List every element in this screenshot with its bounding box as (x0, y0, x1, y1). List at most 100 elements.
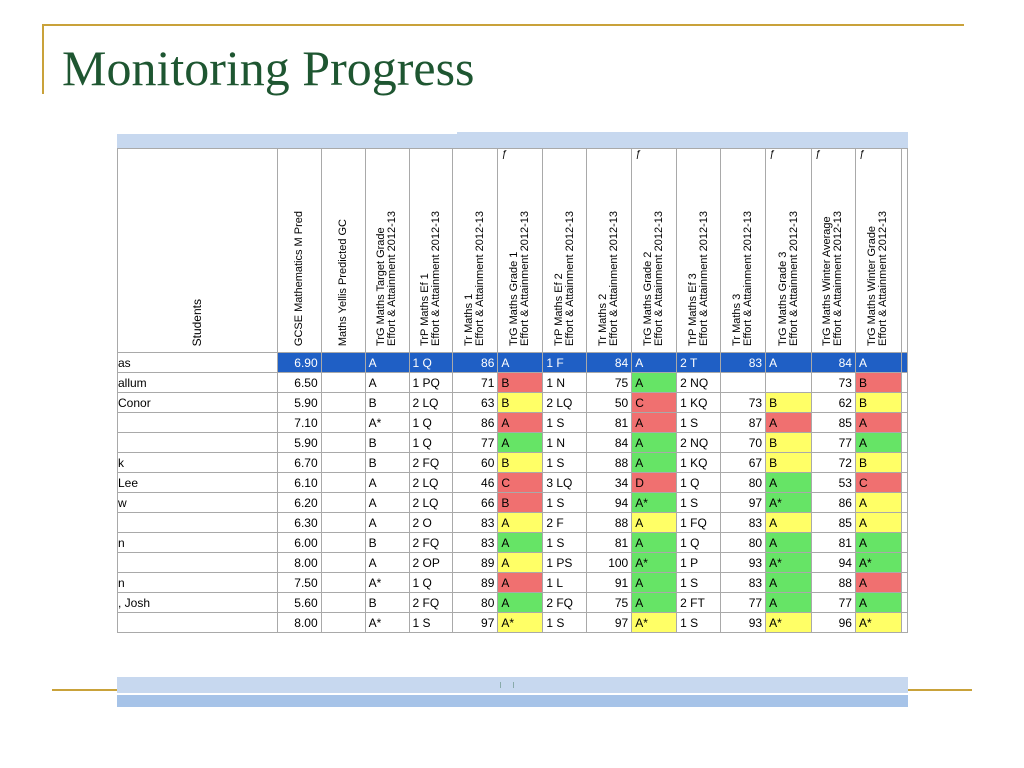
cell-wgrade[interactable]: A (854, 532, 902, 553)
cell-target[interactable]: B (364, 592, 410, 613)
cell-g2[interactable]: D (631, 472, 678, 493)
cell-m2[interactable]: 81 (586, 532, 633, 553)
cell-wgrade[interactable]: B (854, 392, 902, 413)
cell-ef2[interactable]: 2 LQ (542, 392, 588, 413)
cell-pred[interactable]: 6.50 (276, 372, 322, 393)
table-row[interactable]: as 6.90 A 1 Q 86 A 1 F 84 A 2 T 83 A 84 A (117, 352, 908, 373)
student-name-cell[interactable] (117, 412, 278, 433)
cell-target[interactable]: B (364, 432, 410, 453)
cell-ef1[interactable]: 2 LQ (408, 392, 454, 413)
cell-m3[interactable] (720, 372, 767, 393)
cell-yellis[interactable] (320, 532, 366, 553)
cell-ef2[interactable]: 2 F (542, 512, 588, 533)
cell-g3[interactable]: A (765, 472, 813, 493)
cell-g2[interactable]: A (631, 432, 678, 453)
cell-yellis[interactable] (320, 572, 366, 593)
cell-yellis[interactable] (320, 352, 366, 373)
cell-ef2[interactable]: 1 N (542, 432, 588, 453)
cell-target[interactable]: A (364, 492, 410, 513)
cell-pred[interactable]: 6.10 (276, 472, 322, 493)
horizontal-scrollbar[interactable] (117, 677, 908, 693)
cell-m2[interactable]: 50 (586, 392, 633, 413)
table-row[interactable]: n 7.50 A* 1 Q 89 A 1 L 91 A 1 S 83 A 88 A (117, 572, 908, 593)
cell-wgrade[interactable]: B (854, 372, 902, 393)
cell-pred[interactable]: 5.90 (276, 392, 322, 413)
cell-target[interactable]: B (364, 452, 410, 473)
cell-g3[interactable]: B (765, 432, 813, 453)
cell-m2[interactable]: 75 (586, 592, 633, 613)
table-row[interactable]: allum 6.50 A 1 PQ 71 B 1 N 75 A 2 NQ 73 B (117, 372, 908, 393)
cell-yellis[interactable] (320, 392, 366, 413)
cell-yellis[interactable] (320, 612, 366, 633)
cell-ef1[interactable]: 2 FQ (408, 452, 454, 473)
student-name-cell[interactable] (117, 612, 278, 633)
column-header[interactable]: Tr Maths 1 Effort & Attainment 2012-13 (452, 148, 499, 353)
cell-ef1[interactable]: 1 Q (408, 432, 454, 453)
cell-wavg[interactable]: 77 (811, 432, 856, 453)
cell-wgrade[interactable]: A* (854, 552, 902, 573)
cell-ef1[interactable]: 1 S (408, 612, 454, 633)
cell-ef3[interactable]: 2 NQ (676, 432, 722, 453)
cell-m1[interactable]: 86 (452, 412, 499, 433)
cell-pred[interactable]: 6.20 (276, 492, 322, 513)
cell-m3[interactable]: 83 (720, 572, 767, 593)
cell-wavg[interactable]: 81 (811, 532, 856, 553)
cell-yellis[interactable] (320, 492, 366, 513)
cell-wgrade[interactable]: A (854, 412, 902, 433)
cell-m2[interactable]: 88 (586, 452, 633, 473)
cell-g1[interactable]: A (497, 432, 544, 453)
table-row[interactable]: 8.00 A 2 OP 89 A 1 PS 100 A* 1 P 93 A* 94 A* (117, 552, 908, 573)
cell-g3[interactable]: A* (765, 492, 813, 513)
cell-ef2[interactable]: 2 FQ (542, 592, 588, 613)
cell-g3[interactable]: A (765, 592, 813, 613)
cell-ef1[interactable]: 2 FQ (408, 532, 454, 553)
column-header[interactable]: Tr Maths 3 Effort & Attainment 2012-13 (720, 148, 767, 353)
cell-m1[interactable]: 89 (452, 572, 499, 593)
cell-g3[interactable]: B (765, 452, 813, 473)
cell-g2[interactable]: A (631, 352, 678, 373)
cell-ef2[interactable]: 1 N (542, 372, 588, 393)
cell-ef2[interactable]: 1 S (542, 452, 588, 473)
cell-g1[interactable]: C (497, 472, 544, 493)
cell-target[interactable]: A (364, 512, 410, 533)
cell-target[interactable]: A* (364, 572, 410, 593)
table-row[interactable]: , Josh 5.60 B 2 FQ 80 A 2 FQ 75 A 2 FT 77 A 77 A (117, 592, 908, 613)
student-name-cell[interactable]: w (117, 492, 278, 513)
cell-m2[interactable]: 75 (586, 372, 633, 393)
student-name-cell[interactable]: allum (117, 372, 278, 393)
cell-pred[interactable]: 6.30 (276, 512, 322, 533)
cell-target[interactable]: A* (364, 412, 410, 433)
cell-m3[interactable]: 80 (720, 532, 767, 553)
column-header[interactable]: TrP Maths Ef 2 Effort & Attainment 2012-… (542, 148, 588, 353)
cell-ef2[interactable]: 1 F (542, 352, 588, 373)
student-name-cell[interactable]: k (117, 452, 278, 473)
cell-g3[interactable]: A (765, 512, 813, 533)
cell-g1[interactable]: A (497, 592, 544, 613)
cell-wavg[interactable]: 96 (811, 612, 856, 633)
cell-target[interactable]: B (364, 532, 410, 553)
cell-m2[interactable]: 84 (586, 352, 633, 373)
cell-g2[interactable]: A (631, 532, 678, 553)
cell-yellis[interactable] (320, 552, 366, 573)
student-name-cell[interactable] (117, 432, 278, 453)
table-row[interactable]: n 6.00 B 2 FQ 83 A 1 S 81 A 1 Q 80 A 81 A (117, 532, 908, 553)
cell-wavg[interactable]: 53 (811, 472, 856, 493)
cell-ef1[interactable]: 2 LQ (408, 472, 454, 493)
table-row[interactable]: w 6.20 A 2 LQ 66 B 1 S 94 A* 1 S 97 A* 86 A (117, 492, 908, 513)
student-name-cell[interactable] (117, 512, 278, 533)
cell-ef2[interactable]: 1 S (542, 612, 588, 633)
cell-g1[interactable]: B (497, 452, 544, 473)
cell-m2[interactable]: 97 (586, 612, 633, 633)
cell-yellis[interactable] (320, 412, 366, 433)
cell-wavg[interactable]: 85 (811, 512, 856, 533)
cell-m1[interactable]: 63 (452, 392, 499, 413)
cell-ef3[interactable]: 1 KQ (676, 452, 722, 473)
cell-g1[interactable]: B (497, 372, 544, 393)
student-name-cell[interactable]: n (117, 572, 278, 593)
cell-wgrade[interactable]: A* (854, 612, 902, 633)
column-header[interactable]: ƒ TrG Maths Winter Average Effort & Attai… (811, 148, 856, 353)
cell-ef3[interactable]: 1 S (676, 572, 722, 593)
cell-m1[interactable]: 71 (452, 372, 499, 393)
cell-wgrade[interactable]: A (854, 352, 902, 373)
cell-m3[interactable]: 73 (720, 392, 767, 413)
